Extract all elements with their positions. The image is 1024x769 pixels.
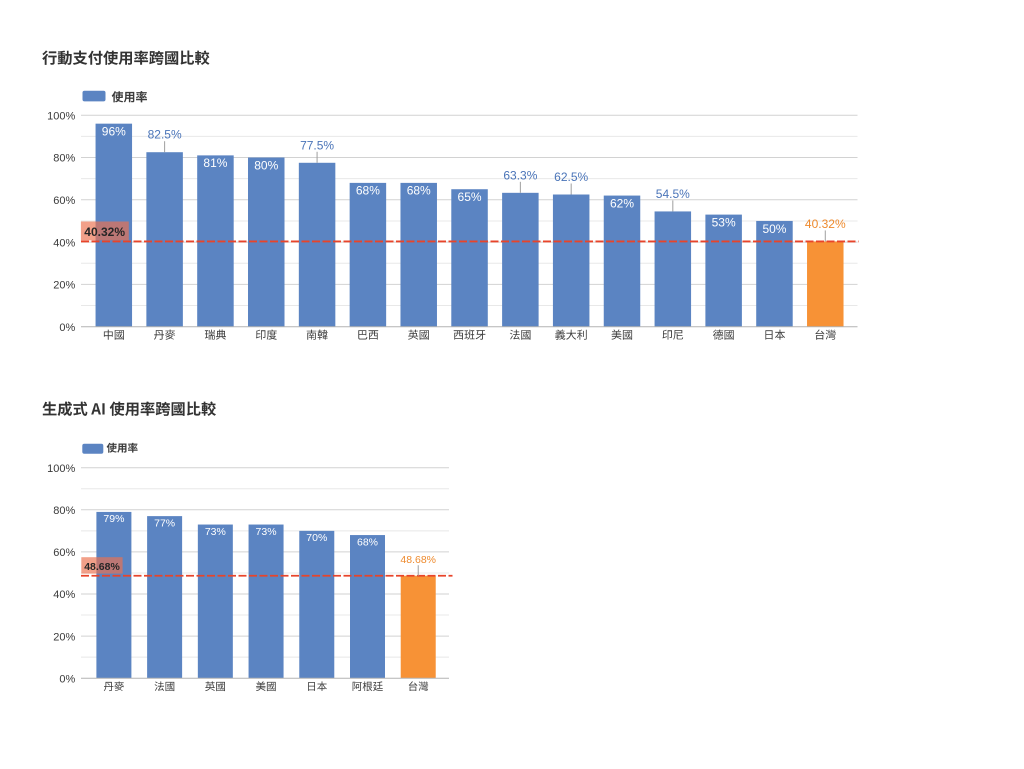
- svg-text:20%: 20%: [53, 631, 75, 643]
- svg-text:81%: 81%: [203, 156, 227, 170]
- svg-text:68%: 68%: [407, 184, 431, 198]
- svg-text:68%: 68%: [356, 184, 380, 198]
- svg-text:80%: 80%: [254, 158, 278, 172]
- svg-text:100%: 100%: [47, 463, 75, 475]
- svg-text:62.5%: 62.5%: [554, 170, 588, 184]
- svg-text:54.5%: 54.5%: [656, 187, 690, 201]
- svg-text:79%: 79%: [103, 513, 124, 525]
- svg-text:77.5%: 77.5%: [300, 138, 334, 152]
- svg-text:65%: 65%: [458, 190, 482, 204]
- svg-text:48.68%: 48.68%: [84, 561, 120, 573]
- svg-text:48.68%: 48.68%: [400, 554, 436, 566]
- svg-text:60%: 60%: [53, 195, 75, 207]
- svg-text:0%: 0%: [59, 322, 75, 334]
- svg-text:73%: 73%: [205, 526, 226, 538]
- svg-text:80%: 80%: [53, 505, 75, 517]
- svg-text:63.3%: 63.3%: [503, 168, 537, 182]
- svg-text:82.5%: 82.5%: [148, 128, 182, 142]
- svg-text:53%: 53%: [712, 215, 736, 229]
- svg-text:68%: 68%: [357, 536, 378, 548]
- svg-text:40.32%: 40.32%: [84, 225, 125, 239]
- svg-text:80%: 80%: [53, 153, 75, 165]
- svg-text:60%: 60%: [53, 547, 75, 559]
- svg-text:70%: 70%: [306, 532, 327, 544]
- svg-text:20%: 20%: [53, 280, 75, 292]
- svg-text:77%: 77%: [154, 517, 175, 529]
- svg-text:40%: 40%: [53, 237, 75, 249]
- svg-text:40%: 40%: [53, 589, 75, 601]
- svg-text:62%: 62%: [610, 196, 634, 210]
- svg-text:0%: 0%: [59, 673, 75, 685]
- svg-text:73%: 73%: [256, 526, 277, 538]
- svg-text:100%: 100%: [47, 110, 75, 122]
- svg-text:40.32%: 40.32%: [805, 217, 846, 231]
- svg-text:96%: 96%: [102, 124, 126, 138]
- svg-text:50%: 50%: [762, 222, 786, 236]
